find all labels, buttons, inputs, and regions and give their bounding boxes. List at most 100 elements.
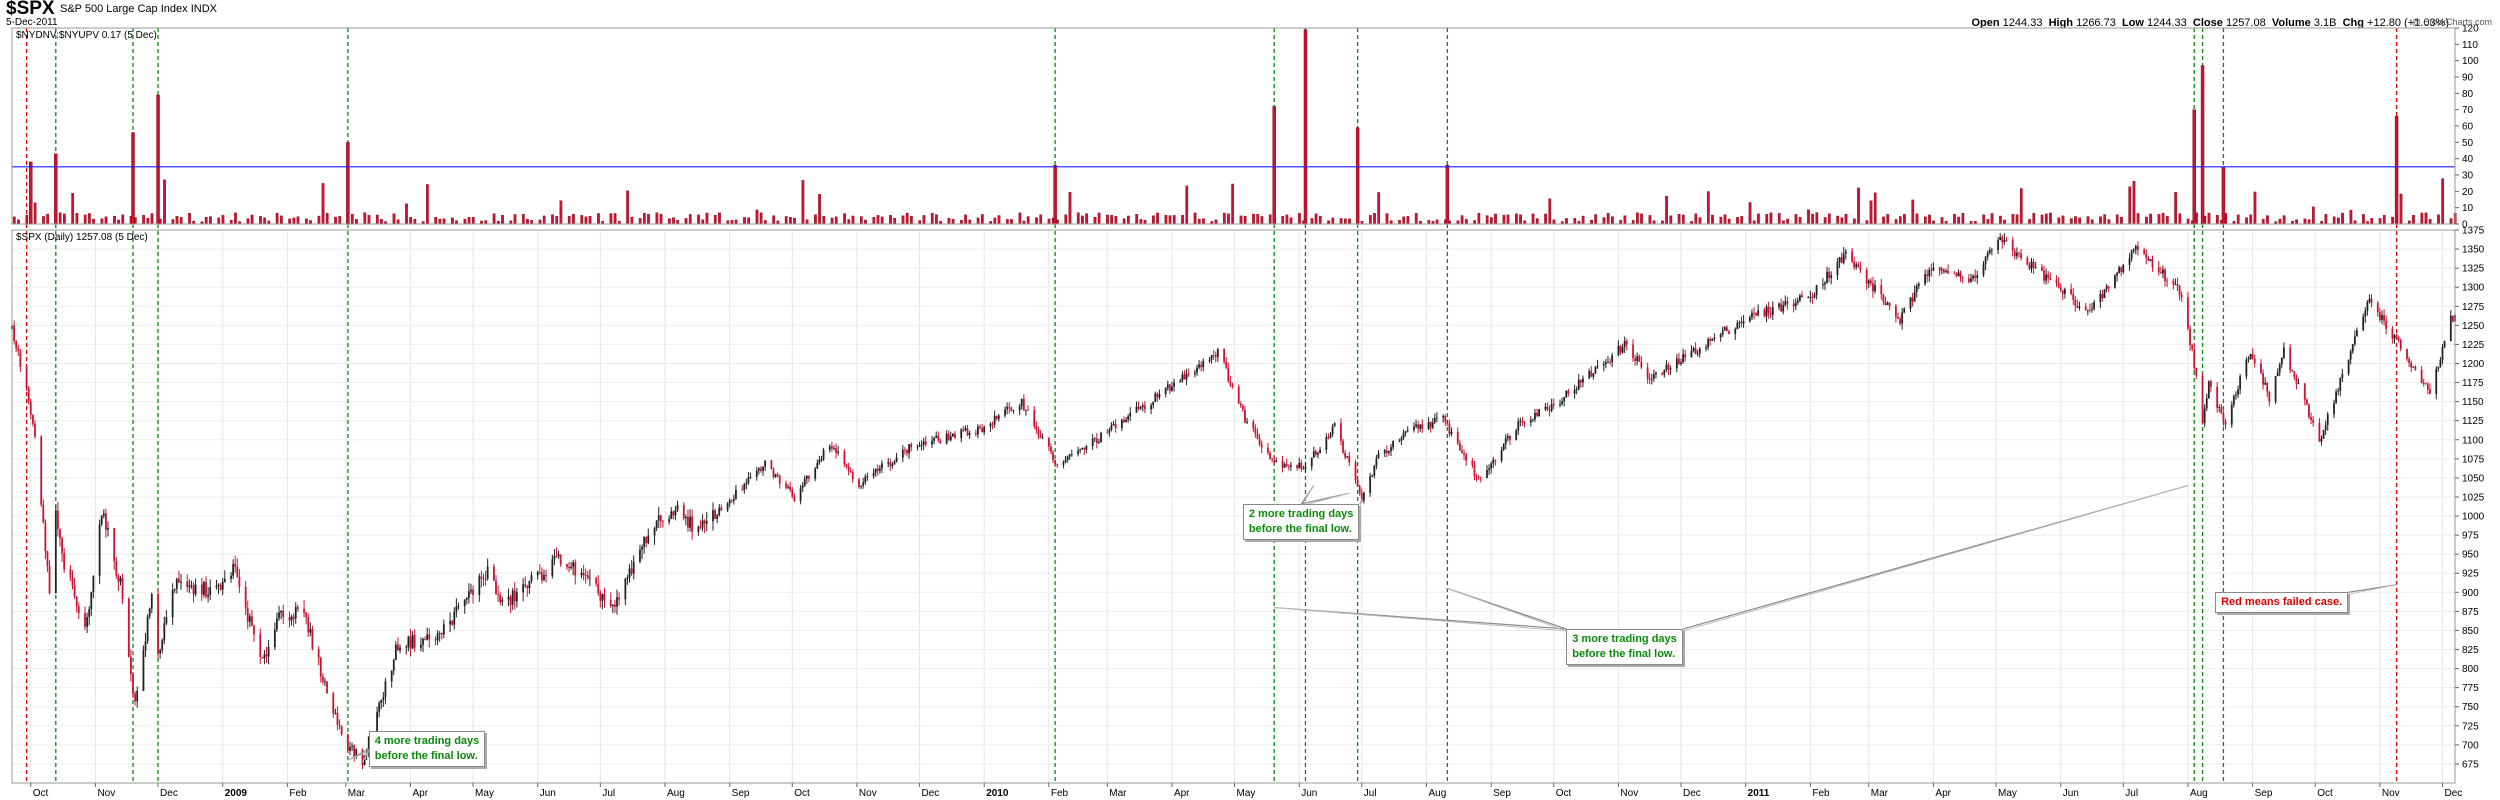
price-candle-body: [19, 350, 22, 367]
ratio-bar: [209, 216, 212, 225]
low-label: Low: [2121, 17, 2144, 29]
price-candle-body: [2441, 346, 2444, 361]
price-candle-body: [56, 510, 59, 529]
price-candle-body: [1550, 403, 1553, 411]
price-candle-body: [1796, 300, 1799, 303]
price-candle-body: [599, 592, 602, 601]
price-candle-body: [757, 468, 760, 471]
price-candle-body: [760, 468, 762, 471]
x-tick-label: Nov: [97, 788, 115, 799]
price-candle-body: [1721, 330, 1724, 335]
ratio-bar: [555, 216, 559, 225]
price-candle-body: [2414, 366, 2417, 371]
ratio-bar: [801, 180, 805, 225]
price-candle-body: [1684, 354, 1687, 358]
price-candle-body: [1813, 295, 1816, 298]
indicator-y-tick-label: 110: [2462, 40, 2478, 51]
price-candle-body: [1646, 367, 1649, 379]
price-candle-body: [2013, 251, 2016, 257]
price-candle-body: [2399, 340, 2402, 350]
ratio-spike-bar: [2394, 115, 2399, 225]
price-candle-body: [1711, 338, 1714, 341]
price-candle-body: [1208, 359, 1211, 361]
ratio-bar: [521, 213, 525, 225]
price-candle-body: [1433, 418, 1436, 423]
ratio-bar: [1018, 212, 1022, 225]
price-candle-body: [557, 554, 560, 557]
ratio-bar: [805, 219, 809, 225]
x-tick-label: Nov: [1620, 788, 1638, 799]
ratio-bar: [1590, 219, 1593, 225]
price-candle-body: [1171, 386, 1173, 391]
price-candle-body: [2089, 309, 2091, 311]
price-candle-body: [791, 489, 794, 497]
ratio-bar: [743, 217, 746, 225]
price-candle-body: [611, 604, 614, 607]
ratio-bar: [701, 219, 705, 225]
price-candle-body: [234, 564, 237, 567]
price-candle-body: [1757, 310, 1760, 316]
price-candle-body: [1828, 271, 1831, 278]
price-candle-body: [1442, 416, 1445, 418]
ratio-bar: [175, 216, 179, 225]
price-candle-body: [891, 464, 894, 467]
price-candle-body: [2189, 328, 2191, 346]
price-candle-body: [712, 510, 714, 522]
price-candle-body: [616, 597, 618, 607]
ratio-bar: [338, 216, 342, 225]
price-candle-body: [1634, 358, 1637, 361]
price-candle-body: [628, 568, 631, 579]
ratio-bar: [1752, 220, 1756, 225]
price-candle-body: [1713, 337, 1716, 339]
price-y-tick-label: 1150: [2462, 397, 2484, 408]
ratio-bar: [2266, 215, 2269, 225]
indicator-y-tick-label: 100: [2462, 56, 2479, 67]
ratio-bar: [1427, 220, 1431, 225]
price-candle-body: [689, 516, 691, 528]
price-candle-body: [1575, 389, 1578, 391]
ratio-bar: [1368, 215, 1372, 225]
ratio-bar: [1285, 214, 1289, 225]
ratio-bar: [2362, 214, 2365, 225]
ratio-bar: [2391, 216, 2394, 225]
ratio-bar: [350, 214, 354, 225]
x-tick-label: Sep: [732, 788, 750, 799]
price-candle-body: [1156, 393, 1159, 398]
ratio-bar: [1093, 216, 1097, 225]
ann-3days-line1: 3 more trading days: [1572, 632, 1677, 645]
price-candle-body: [983, 426, 986, 433]
ratio-bar: [789, 217, 792, 225]
ratio-bar: [275, 213, 279, 225]
ratio-bar: [1085, 213, 1088, 225]
price-candle-body: [282, 610, 285, 618]
price-candle-body: [1690, 351, 1693, 358]
price-candle-body: [945, 433, 948, 444]
price-candle-body: [2429, 389, 2431, 394]
price-candle-body: [1315, 451, 1317, 455]
price-candle-body: [933, 437, 936, 441]
price-candle-body: [1473, 465, 1476, 477]
price-candle-body: [1463, 452, 1465, 455]
price-candle-body: [1008, 406, 1011, 408]
price-candle-body: [2439, 360, 2442, 367]
price-candle-body: [2320, 438, 2323, 442]
price-candle-body: [586, 575, 589, 578]
price-candle-body: [2128, 258, 2131, 265]
ratio-bar: [1606, 213, 1610, 225]
ratio-bar: [2261, 218, 2265, 225]
price-candle-body: [1202, 360, 1205, 368]
price-candle-body: [178, 578, 180, 583]
price-candle-body: [659, 515, 662, 522]
ratio-bar: [12, 216, 16, 225]
ratio-bar: [2253, 191, 2257, 225]
ratio-bar: [2015, 214, 2019, 225]
ratio-bar: [1126, 215, 1130, 225]
price-candle-body: [15, 341, 18, 349]
ratio-bar: [834, 216, 838, 225]
price-candle-body: [2391, 328, 2394, 339]
price-candle-body: [1767, 306, 1770, 313]
ratio-bar: [1172, 215, 1176, 225]
price-candle-body: [90, 592, 93, 610]
price-candle-body: [88, 609, 91, 618]
price-candle-body: [964, 428, 967, 431]
